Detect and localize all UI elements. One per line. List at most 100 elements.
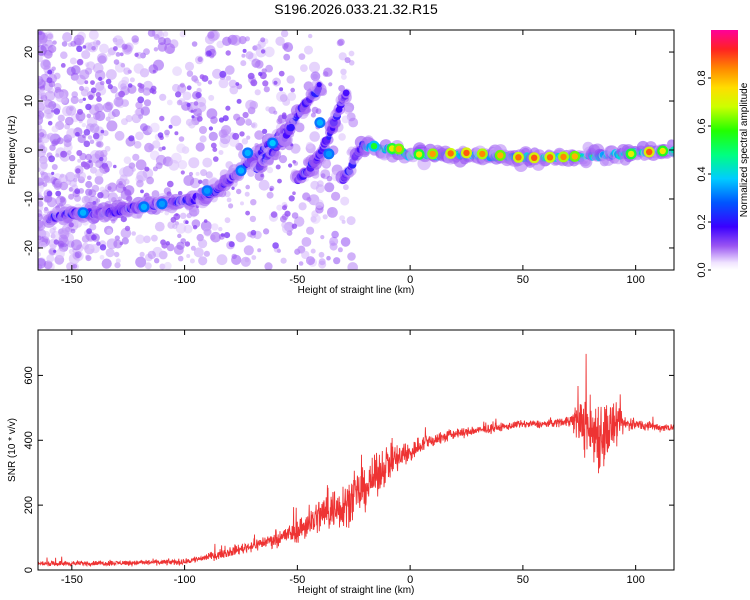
heatmap-cell xyxy=(329,242,338,251)
heatmap-cell xyxy=(546,154,554,161)
heatmap-cell xyxy=(107,186,112,191)
heatmap-cell xyxy=(129,77,135,83)
heatmap-cell xyxy=(166,99,173,106)
heatmap-cell xyxy=(251,58,261,68)
heatmap-cell xyxy=(231,253,237,260)
heatmap-cell xyxy=(85,188,93,196)
heatmap-cell xyxy=(265,106,271,112)
heatmap-cell xyxy=(186,254,191,258)
heatmap-cell xyxy=(207,80,213,85)
heatmap-cell xyxy=(298,53,306,60)
heatmap-cell xyxy=(257,248,262,253)
heatmap-cell xyxy=(322,214,328,220)
heatmap-cell xyxy=(113,96,124,107)
heatmap-cell xyxy=(244,117,252,126)
heatmap-cell xyxy=(340,237,351,247)
heatmap-cell xyxy=(246,135,251,140)
heatmap-cell xyxy=(133,141,142,149)
heatmap-cell xyxy=(224,217,231,224)
heatmap-cell xyxy=(144,166,150,172)
heatmap-cell xyxy=(230,34,242,46)
heatmap-cell xyxy=(292,191,296,195)
heatmap-cell xyxy=(251,255,257,260)
snr-xlabel: Height of straight line (km) xyxy=(298,585,415,596)
heatmap-cell xyxy=(148,128,154,134)
heatmap-cell xyxy=(66,66,76,76)
heatmap-cell xyxy=(38,264,43,270)
heatmap-cell xyxy=(99,156,104,162)
heatmap-cell xyxy=(66,150,72,156)
heatmap-cell xyxy=(106,228,113,235)
heatmap-cell xyxy=(71,239,82,251)
heatmap-cell xyxy=(229,85,239,95)
heatmap-cell xyxy=(195,92,202,99)
heatmap-cell xyxy=(287,92,297,101)
heatmap-cell xyxy=(415,151,423,158)
heatmap-cell xyxy=(121,76,130,85)
heatmap-cell xyxy=(331,230,339,239)
heatmap-cell xyxy=(77,134,86,144)
spectrogram-ytick-label: 10 xyxy=(23,95,35,107)
heatmap-cell xyxy=(245,210,251,216)
heatmap-cell xyxy=(146,176,155,185)
heatmap-cell xyxy=(158,37,166,46)
heatmap-cell xyxy=(172,66,183,77)
heatmap-cell xyxy=(158,200,166,208)
heatmap-cell xyxy=(531,154,538,161)
snr-ytick-label: 400 xyxy=(23,431,35,449)
heatmap-cell xyxy=(147,250,156,260)
heatmap-cell xyxy=(106,69,117,80)
heatmap-cell xyxy=(38,177,44,186)
heatmap-cell xyxy=(218,78,229,89)
heatmap-cell xyxy=(82,97,87,102)
heatmap-cell xyxy=(199,126,207,134)
heatmap-cell xyxy=(69,106,74,111)
heatmap-cell xyxy=(83,86,90,92)
heatmap-cell xyxy=(223,232,231,239)
heatmap-cell xyxy=(203,250,210,257)
heatmap-cell xyxy=(38,76,42,83)
heatmap-cell xyxy=(310,216,317,223)
heatmap-cell xyxy=(180,238,186,244)
heatmap-cell xyxy=(105,78,112,85)
heatmap-cell xyxy=(124,225,131,232)
heatmap-cell xyxy=(135,101,143,109)
heatmap-cell xyxy=(88,94,94,101)
heatmap-cell xyxy=(280,30,289,38)
heatmap-cell xyxy=(140,106,150,116)
heatmap-cell xyxy=(76,150,83,156)
heatmap-cell xyxy=(291,223,298,229)
heatmap-cell xyxy=(94,175,104,185)
heatmap-cell xyxy=(213,156,219,162)
heatmap-cell xyxy=(38,160,48,172)
heatmap-cell xyxy=(182,91,192,101)
heatmap-cell xyxy=(211,223,219,231)
heatmap-cell xyxy=(497,152,504,159)
colorbar: 0.0 0.2 0.4 0.6 0.8 Normalized spectral ampl… xyxy=(696,30,750,278)
heatmap-cell xyxy=(212,68,223,79)
heatmap-cell xyxy=(132,153,140,161)
heatmap-cell xyxy=(57,114,65,122)
heatmap-cell xyxy=(206,50,212,57)
heatmap-cell xyxy=(79,209,87,216)
heatmap-cell xyxy=(66,262,75,270)
heatmap-cell xyxy=(127,83,133,88)
heatmap-cell xyxy=(176,99,183,106)
heatmap-cell xyxy=(66,128,77,139)
spectrogram-xlabel: Height of straight line (km) xyxy=(298,285,415,296)
heatmap-cell xyxy=(348,50,355,57)
heatmap-cell xyxy=(46,190,53,197)
heatmap-cell xyxy=(331,191,341,201)
heatmap-cell xyxy=(114,235,120,241)
heatmap-cell xyxy=(198,179,203,184)
heatmap-cell xyxy=(73,34,85,46)
heatmap-cell xyxy=(262,128,268,134)
spectrogram-xtick-label: -100 xyxy=(174,274,196,286)
heatmap-cell xyxy=(81,122,87,128)
heatmap-cell xyxy=(292,160,297,164)
heatmap-cell xyxy=(180,170,185,175)
heatmap-cell xyxy=(47,120,53,126)
heatmap-cell xyxy=(310,71,321,82)
heatmap-cell xyxy=(119,174,128,183)
